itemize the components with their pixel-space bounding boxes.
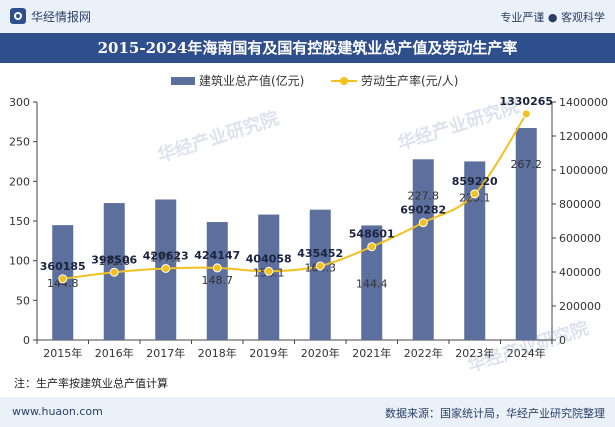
bar <box>412 159 434 340</box>
legend-bar-swatch <box>171 77 195 85</box>
y-left-tick-label: 100 <box>9 255 30 268</box>
x-tick-label: 2015年 <box>43 346 82 360</box>
bar-value-label: 267.2 <box>511 158 543 171</box>
y-left-tick-label: 50 <box>16 294 30 307</box>
y-right-tick-label: 200000 <box>559 300 601 313</box>
brand[interactable]: 华经情报网 <box>10 8 91 25</box>
x-tick-label: 2021年 <box>352 346 391 360</box>
line-value-label: 435452 <box>297 247 343 260</box>
chart-title: 2015-2024年海南国有及国有控股建筑业总产值及劳动生产率 <box>97 39 518 57</box>
watermark-text: 华经产业研究院 <box>155 107 282 167</box>
x-tick-label: 2022年 <box>404 346 443 360</box>
bar-value-label: 227.8 <box>408 189 440 202</box>
y-left-tick-label: 250 <box>9 136 30 149</box>
line-marker <box>418 218 428 228</box>
bar-value-label: 177.1 <box>150 252 182 265</box>
y-right-tick-label: 1000000 <box>559 164 608 177</box>
y-left-tick-label: 0 <box>23 334 30 347</box>
line-marker <box>58 274 68 284</box>
line-marker <box>264 266 274 276</box>
slogan: 专业严谨 ● 客观科学 <box>500 11 605 24</box>
y-right-tick-label: 400000 <box>559 266 601 279</box>
x-tick-label: 2019年 <box>249 346 288 360</box>
y-right-tick-label: 0 <box>559 334 566 347</box>
brand-name: 华经情报网 <box>31 10 92 24</box>
footer-url[interactable]: www.huaon.com <box>12 405 103 418</box>
bar-value-label: 148.7 <box>202 274 234 287</box>
line-value-label: 398506 <box>91 253 137 266</box>
y-right-tick-label: 800000 <box>559 198 601 211</box>
line-marker <box>109 267 119 277</box>
x-tick-label: 2016年 <box>95 346 134 360</box>
line-marker <box>470 189 480 199</box>
line-value-label: 420623 <box>143 249 189 262</box>
chart-note: 注：生产率按建筑业总产值计算 <box>14 377 168 390</box>
header-band: 华经情报网 专业严谨 ● 客观科学 <box>0 0 615 33</box>
y-left-tick-label: 150 <box>9 215 30 228</box>
y-left-tick-label: 200 <box>9 175 30 188</box>
line-value-label: 859220 <box>452 175 498 188</box>
line-marker <box>161 263 171 273</box>
line-marker <box>315 261 325 271</box>
y-right-tick-label: 1400000 <box>559 96 608 109</box>
y-right-tick-label: 1200000 <box>559 130 608 143</box>
line-value-label: 690282 <box>400 204 446 217</box>
bar <box>361 225 383 340</box>
line-value-label: 424147 <box>194 249 240 262</box>
bar <box>206 222 228 340</box>
bar-value-label: 144.4 <box>356 277 388 290</box>
x-tick-label: 2023年 <box>455 346 494 360</box>
footer-band: www.huaon.com 数据来源：国家统计局，华经产业研究院整理 <box>0 397 615 427</box>
x-tick-label: 2018年 <box>198 346 237 360</box>
x-tick-label: 2020年 <box>301 346 340 360</box>
bar <box>309 209 331 340</box>
brand-logo-icon <box>10 8 26 24</box>
line-value-label: 404058 <box>246 252 292 265</box>
bar-value-label: 172.6 <box>99 255 131 268</box>
title-band: 2015-2024年海南国有及国有控股建筑业总产值及劳动生产率 <box>0 33 615 63</box>
line-marker <box>212 263 222 273</box>
line-value-label: 360185 <box>40 260 86 273</box>
x-tick-label: 2024年 <box>507 346 546 360</box>
footer-source: 数据来源：国家统计局，华经产业研究院整理 <box>385 407 605 420</box>
x-tick-label: 2017年 <box>146 346 185 360</box>
legend-line-marker <box>340 77 348 85</box>
bar <box>515 128 537 340</box>
line-marker <box>367 242 377 252</box>
legend-bar-label: 建筑业总产值(亿元) <box>199 74 305 88</box>
series-line <box>62 113 528 280</box>
bar <box>258 214 280 340</box>
bar <box>464 161 486 340</box>
y-left-tick-label: 300 <box>9 96 30 109</box>
line-marker <box>521 109 531 119</box>
line-value-label: 1330265 <box>499 95 553 108</box>
y-right-tick-label: 600000 <box>559 232 601 245</box>
line-value-label: 548601 <box>349 228 395 241</box>
legend-line-label: 劳动生产率(元/人) <box>361 74 459 88</box>
legend: 建筑业总产值(亿元) 劳动生产率(元/人) <box>0 70 615 90</box>
bar-value-label: 144.8 <box>47 277 79 290</box>
